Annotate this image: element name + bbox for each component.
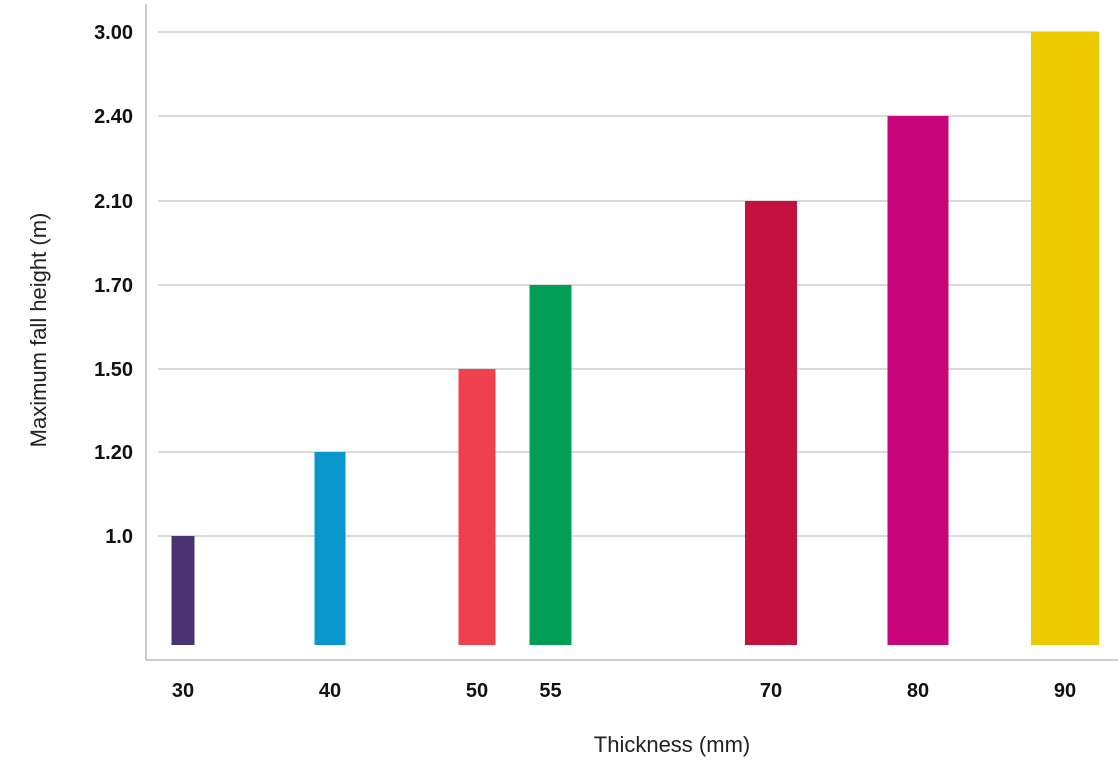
- x-tick-label: 50: [466, 680, 488, 702]
- y-tick-label: 1.0: [105, 526, 133, 548]
- bar-40: [314, 452, 346, 645]
- gridlines: [158, 31, 1098, 537]
- y-axis-title: Maximum fall height (m): [26, 213, 51, 448]
- x-tick-label: 55: [539, 680, 561, 702]
- bar-30: [171, 536, 195, 645]
- x-tick-label: 90: [1054, 680, 1076, 702]
- axes: [145, 4, 1118, 661]
- bar-80: [887, 116, 949, 645]
- x-tick-label: 70: [760, 680, 782, 702]
- x-tick-label: 30: [172, 680, 194, 702]
- y-tick-labels: 1.0 1.20 1.50 1.70 2.10 2.40 3.00: [94, 22, 133, 548]
- y-tick-label: 1.50: [94, 359, 133, 381]
- bar-70: [745, 201, 797, 645]
- x-tick-label: 80: [907, 680, 929, 702]
- x-tick-label: 40: [319, 680, 341, 702]
- bars: [171, 32, 1099, 645]
- x-tick-labels: 30 40 50 55 70 80 90: [172, 680, 1076, 702]
- x-axis-title: Thickness (mm): [594, 732, 750, 757]
- y-tick-label: 2.10: [94, 191, 133, 213]
- bar-50: [458, 369, 496, 645]
- y-tick-label: 1.70: [94, 275, 133, 297]
- y-tick-label: 1.20: [94, 442, 133, 464]
- bar-90: [1031, 32, 1099, 645]
- bar-55: [529, 285, 572, 645]
- y-tick-label: 3.00: [94, 22, 133, 44]
- y-tick-label: 2.40: [94, 106, 133, 128]
